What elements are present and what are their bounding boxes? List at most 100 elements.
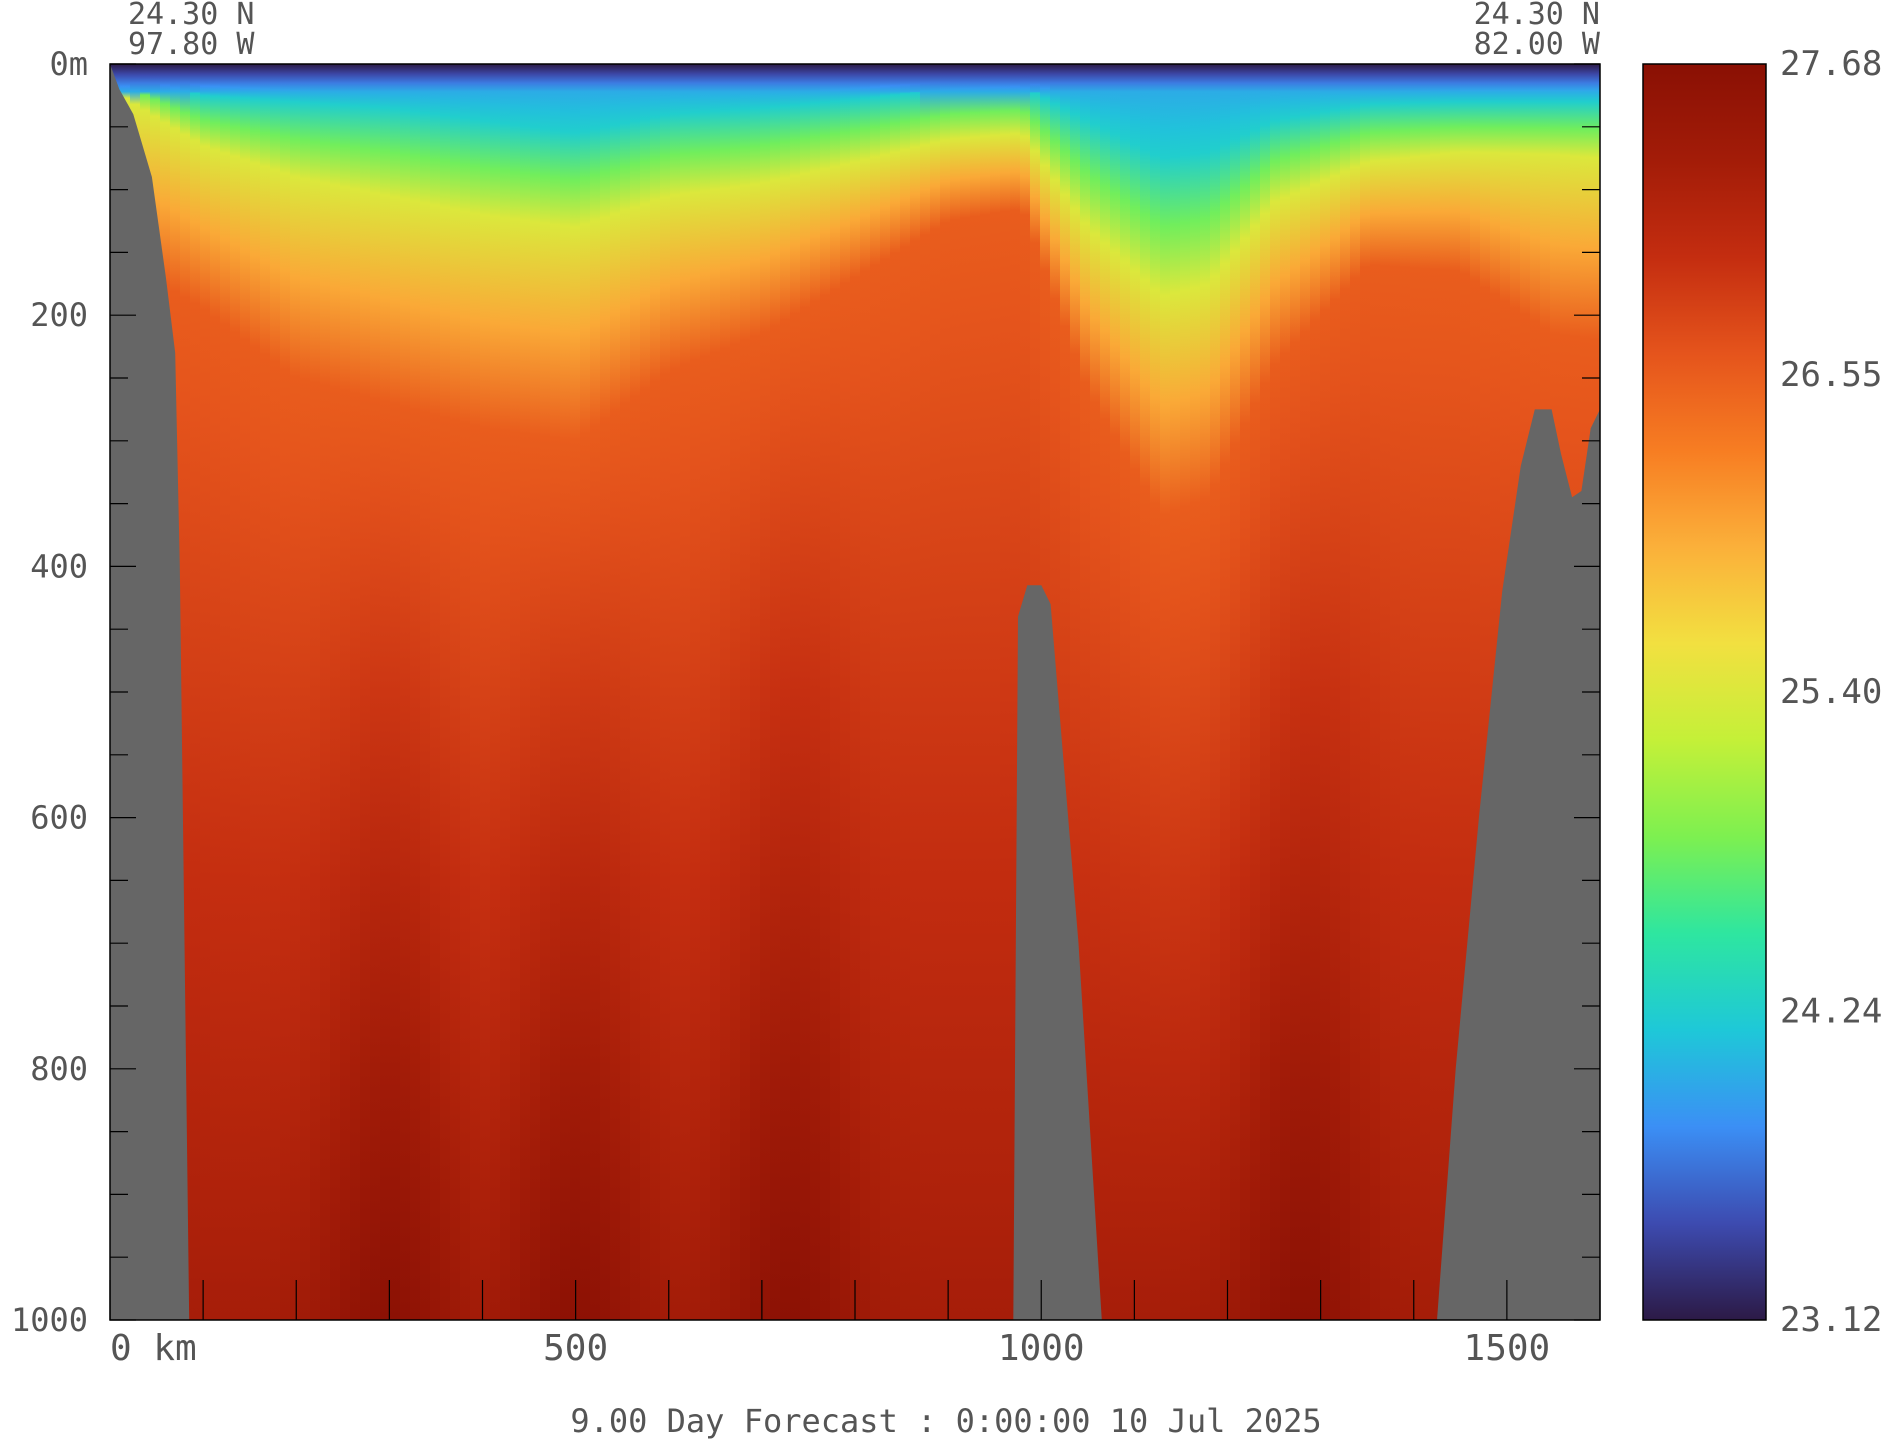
field-column <box>220 64 231 1320</box>
field-column <box>240 64 251 1320</box>
field-column <box>1170 64 1181 1320</box>
field-column <box>630 64 641 1320</box>
colorbar-tick-label: 24.24 <box>1780 992 1882 1032</box>
field-column <box>270 64 281 1320</box>
y-tick-label: 200 <box>30 296 88 334</box>
temperature-field <box>110 64 1611 1320</box>
field-column <box>730 64 741 1320</box>
field-column <box>780 64 791 1320</box>
colorbar-tick-label: 26.55 <box>1780 355 1882 395</box>
field-column <box>810 64 821 1320</box>
field-column <box>600 64 611 1320</box>
field-column <box>700 64 711 1320</box>
field-column <box>1160 64 1171 1320</box>
field-column <box>1360 64 1371 1320</box>
field-column <box>890 64 901 1320</box>
field-column <box>250 64 261 1320</box>
field-column <box>410 64 421 1320</box>
field-column <box>380 64 391 1320</box>
colorbar-tick-label: 25.40 <box>1780 672 1882 712</box>
field-column <box>1300 64 1311 1320</box>
field-column <box>540 64 551 1320</box>
field-column <box>710 64 721 1320</box>
field-column <box>1470 64 1481 1320</box>
field-column <box>450 64 461 1320</box>
field-column <box>1280 64 1291 1320</box>
field-column <box>1000 64 1011 1320</box>
field-column <box>370 64 381 1320</box>
x-tick-label: 1000 <box>998 1328 1085 1369</box>
field-column <box>1350 64 1361 1320</box>
field-column <box>760 64 771 1320</box>
field-column <box>1210 64 1221 1320</box>
field-column <box>770 64 781 1320</box>
colorbar <box>1642 63 1767 1321</box>
field-column <box>610 64 621 1320</box>
field-column <box>1430 64 1441 1320</box>
field-column <box>1600 64 1611 1320</box>
field-column <box>1460 64 1471 1320</box>
right-lon-label: 82.00 W <box>1474 27 1601 62</box>
field-column <box>850 64 861 1320</box>
field-column <box>1410 64 1421 1320</box>
field-column <box>740 64 751 1320</box>
field-column <box>960 64 971 1320</box>
field-column <box>530 64 541 1320</box>
forecast-footer: 9.00 Day Forecast : 0:00:00 10 Jul 2025 <box>570 1402 1321 1440</box>
field-column <box>590 64 601 1320</box>
y-tick-label: 800 <box>30 1050 88 1088</box>
field-column <box>690 64 701 1320</box>
field-column <box>860 64 871 1320</box>
field-column <box>1340 64 1351 1320</box>
field-column <box>200 64 211 1320</box>
field-column <box>560 64 571 1320</box>
field-column <box>1260 64 1271 1320</box>
field-column <box>290 64 301 1320</box>
field-column <box>520 64 531 1320</box>
field-column <box>550 64 561 1320</box>
field-column <box>820 64 831 1320</box>
y-tick-label: 400 <box>30 547 88 585</box>
field-column <box>1120 64 1131 1320</box>
field-column <box>660 64 671 1320</box>
field-column <box>880 64 891 1320</box>
field-column <box>720 64 731 1320</box>
field-column <box>1090 64 1101 1320</box>
field-column <box>1130 64 1141 1320</box>
field-column <box>1420 64 1431 1320</box>
field-column <box>800 64 811 1320</box>
field-column <box>1310 64 1321 1320</box>
field-column <box>1200 64 1211 1320</box>
field-column <box>670 64 681 1320</box>
field-column <box>680 64 691 1320</box>
field-column <box>310 64 321 1320</box>
field-column <box>440 64 451 1320</box>
field-column <box>430 64 441 1320</box>
field-column <box>1330 64 1341 1320</box>
field-column <box>1250 64 1261 1320</box>
axis-labels: 0m 200 400 600 800 1000 0 km 500 1000 1500 <box>11 45 1550 1369</box>
field-column <box>620 64 631 1320</box>
field-column <box>280 64 291 1320</box>
field-column <box>470 64 481 1320</box>
field-column <box>750 64 761 1320</box>
y-tick-label: 1000 <box>11 1301 88 1339</box>
field-column <box>460 64 471 1320</box>
field-column <box>580 64 591 1320</box>
field-column <box>1180 64 1191 1320</box>
field-column <box>1230 64 1241 1320</box>
field-column <box>490 64 501 1320</box>
field-column <box>900 64 911 1320</box>
field-column <box>1220 64 1231 1320</box>
field-column <box>1190 64 1201 1320</box>
field-column <box>830 64 841 1320</box>
field-column <box>1080 64 1091 1320</box>
field-column <box>400 64 411 1320</box>
field-column <box>320 64 331 1320</box>
field-column <box>1290 64 1301 1320</box>
field-column <box>1150 64 1161 1320</box>
field-column <box>340 64 351 1320</box>
field-column <box>1480 64 1491 1320</box>
field-column <box>1450 64 1461 1320</box>
field-column <box>950 64 961 1320</box>
